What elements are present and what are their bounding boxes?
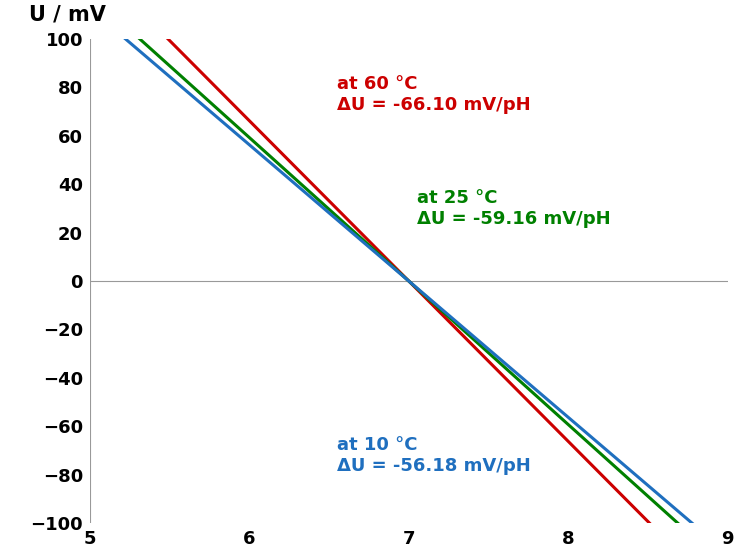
Text: U / mV: U / mV xyxy=(29,4,106,24)
Text: at 10 °C
ΔU = -56.18 mV/pH: at 10 °C ΔU = -56.18 mV/pH xyxy=(337,436,531,475)
Text: at 60 °C
ΔU = -66.10 mV/pH: at 60 °C ΔU = -66.10 mV/pH xyxy=(337,75,531,114)
Text: at 25 °C
ΔU = -59.16 mV/pH: at 25 °C ΔU = -59.16 mV/pH xyxy=(417,189,610,228)
